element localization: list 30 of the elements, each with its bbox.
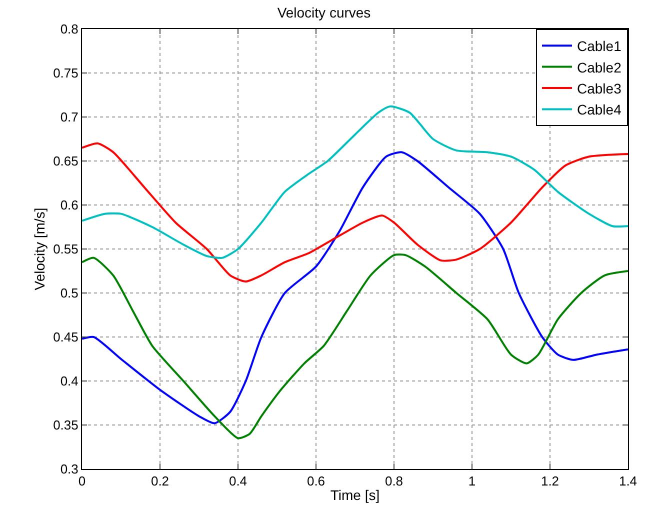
x-tick-label: 0.2: [150, 474, 170, 489]
x-tick-label: 1: [468, 474, 476, 489]
y-tick-label: 0.8: [60, 22, 78, 37]
y-tick-label: 0.4: [60, 374, 78, 389]
y-tick-label: 0.35: [53, 418, 78, 433]
x-tick-label: 1.2: [540, 474, 560, 489]
legend-label: Cable4: [577, 102, 622, 118]
x-tick-label: 0.8: [384, 474, 404, 489]
x-tick-label: 0.6: [306, 474, 326, 489]
legend-label: Cable3: [577, 80, 622, 96]
y-tick-label: 0.6: [60, 198, 78, 213]
x-tick-label: 0.4: [228, 474, 248, 489]
y-tick-label: 0.5: [60, 286, 78, 301]
legend-label: Cable2: [577, 59, 622, 76]
x-axis-title: Time [s]: [330, 486, 380, 503]
y-tick-label: 0.65: [53, 154, 78, 169]
x-tick-label: 0: [78, 474, 86, 489]
y-tick-label: 0.3: [60, 462, 78, 477]
chart-title: Velocity curves: [277, 4, 371, 21]
y-axis-title: Velocity [m/s]: [32, 208, 48, 290]
y-tick-label: 0.7: [60, 110, 78, 125]
line-series: [82, 151, 628, 424]
y-tick-label: 0.55: [53, 242, 78, 257]
legend-label: Cable1: [577, 38, 622, 54]
line-series: [82, 105, 628, 259]
line-series: [82, 254, 628, 440]
y-tick-label: 0.45: [53, 330, 78, 345]
line-series: [82, 142, 628, 283]
y-tick-label: 0.75: [53, 66, 78, 81]
x-tick-label: 1.4: [618, 474, 638, 489]
